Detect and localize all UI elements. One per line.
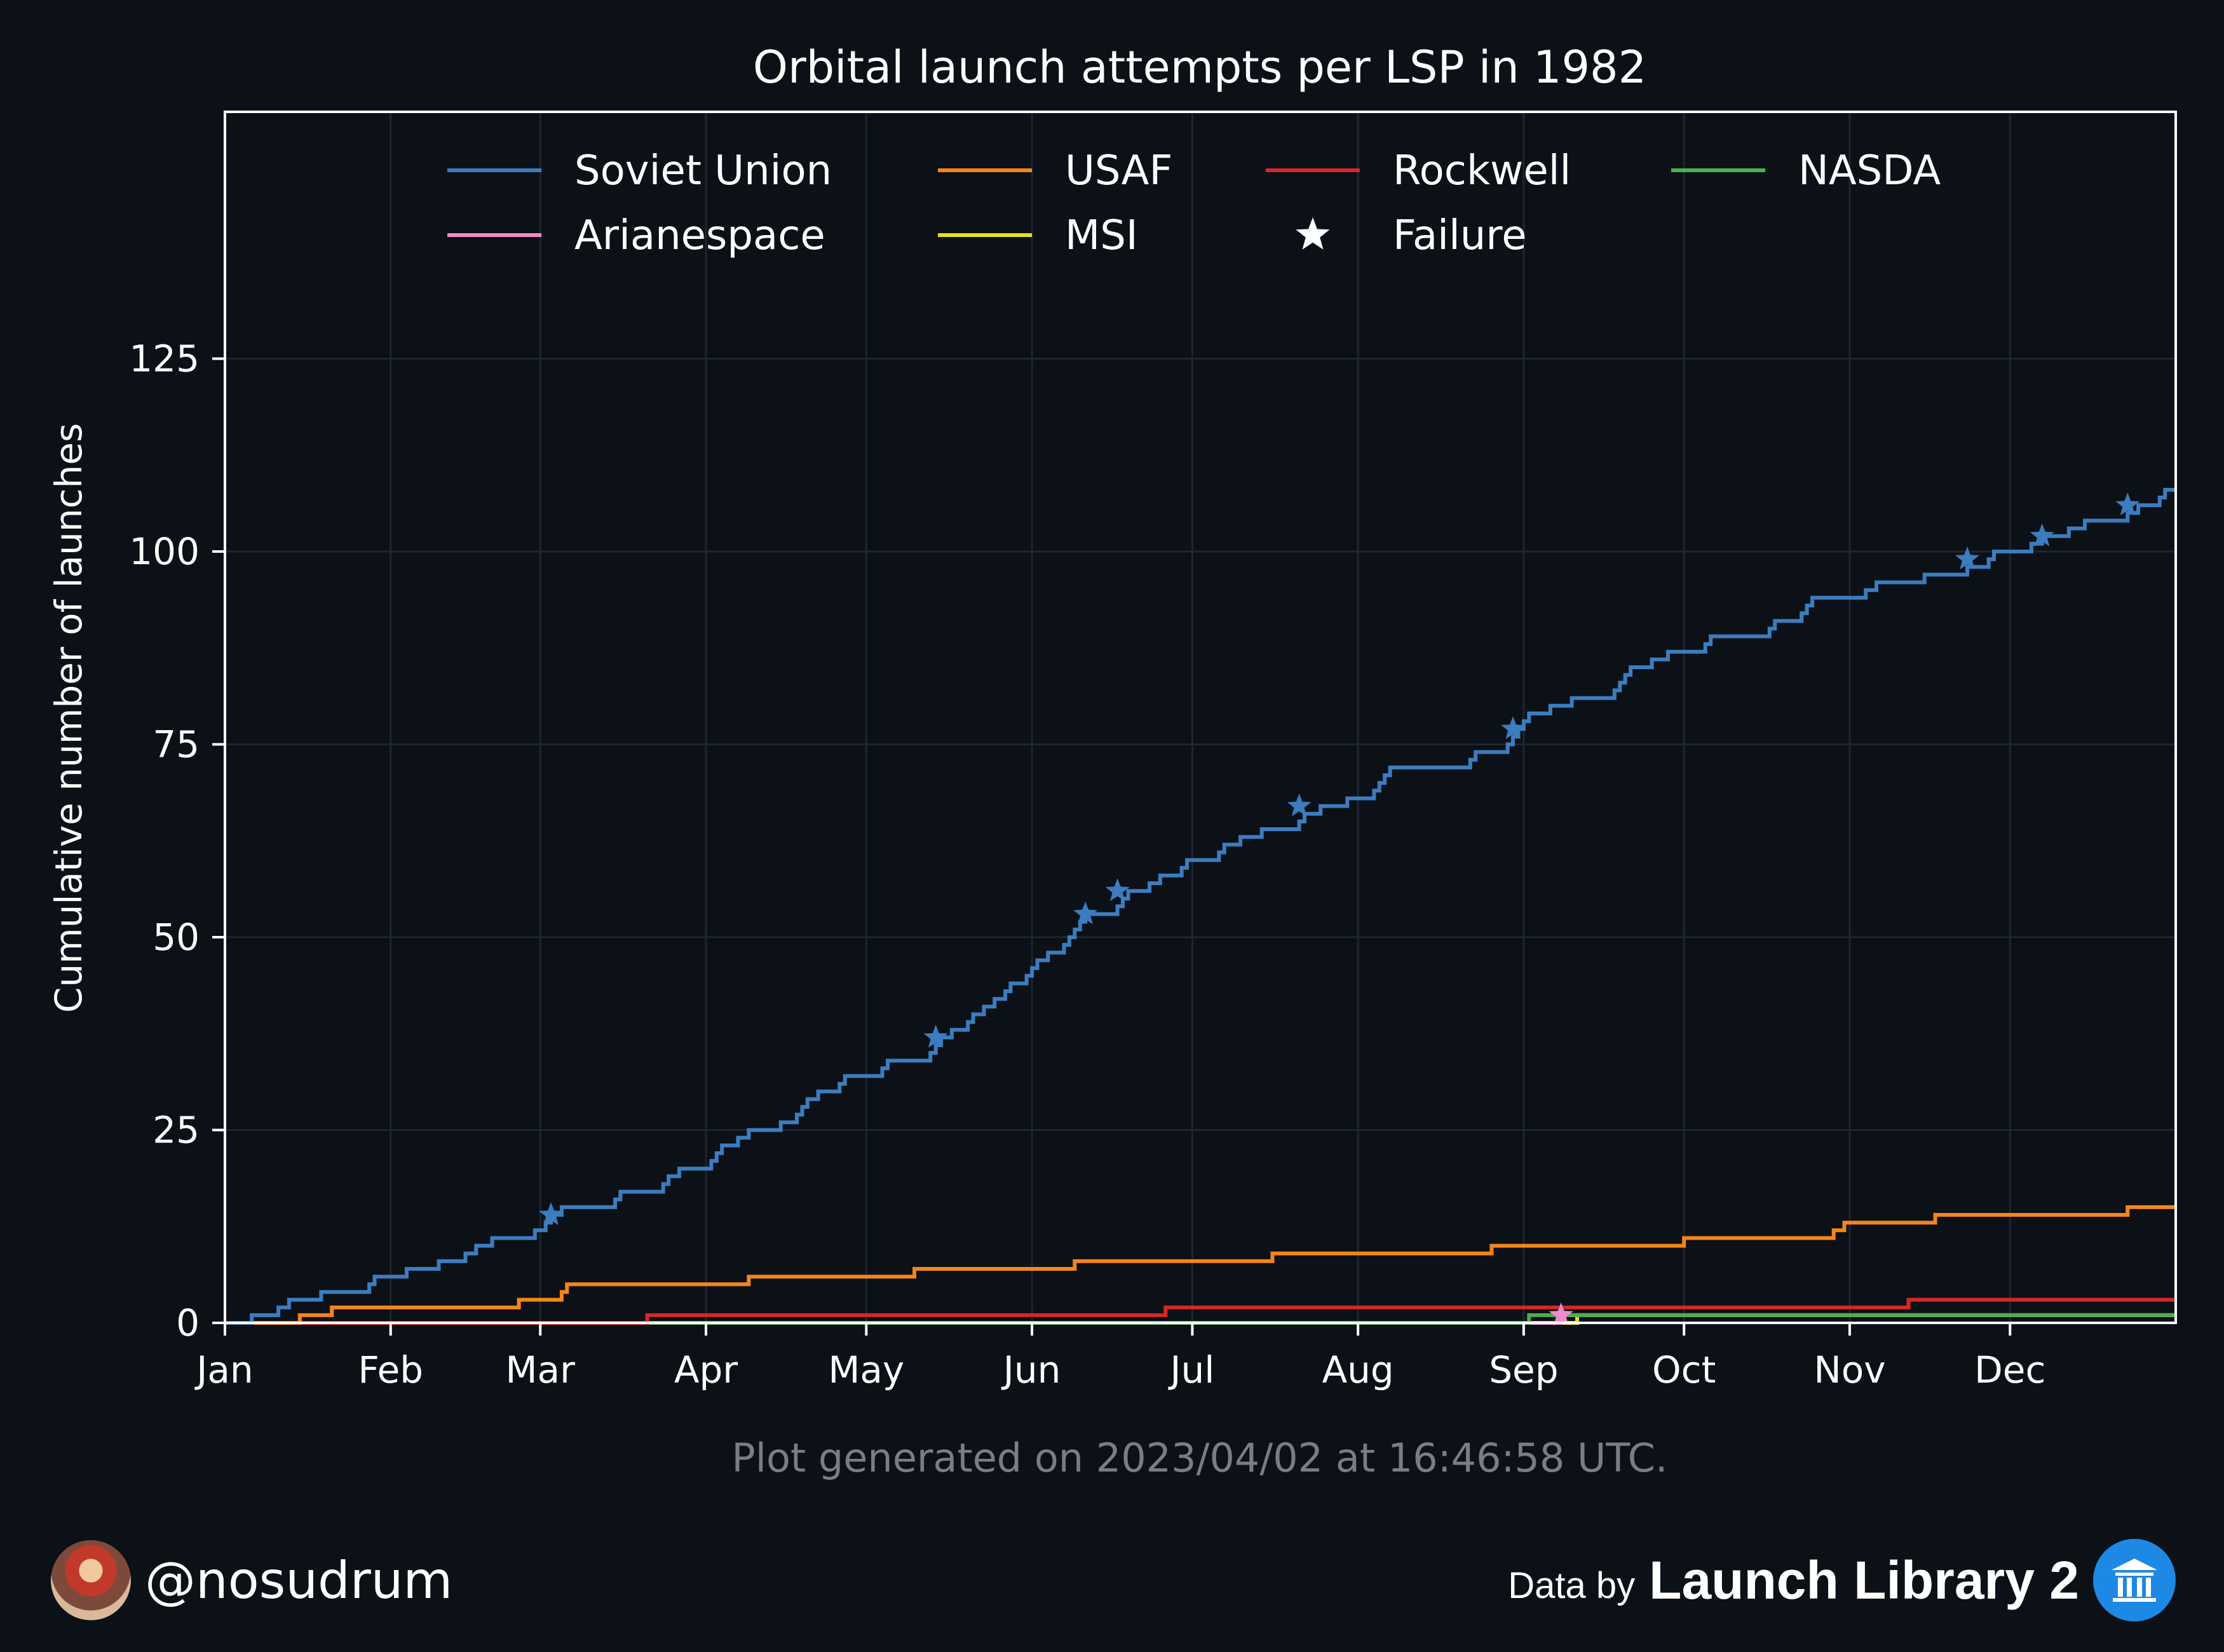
failure-star (539, 1202, 564, 1226)
plot-frame (224, 111, 2177, 1324)
series-line-soviet-union (225, 487, 2176, 1325)
y-tick-label: 100 (129, 530, 200, 573)
series-lines (225, 487, 2176, 1325)
x-tick-label: Mar (506, 1348, 576, 1391)
failure-star (2115, 492, 2140, 516)
failure-star (1501, 716, 1526, 740)
failure-star (1105, 878, 1130, 902)
failure-star (1287, 793, 1312, 816)
chart-title: Orbital launch attempts per LSP in 1982 (753, 41, 1646, 93)
y-axis-label: Cumulative number of launches (47, 423, 90, 1013)
x-tick-label: Aug (1322, 1348, 1393, 1391)
x-tick-label: Sep (1489, 1348, 1558, 1391)
legend-label: NASDA (1798, 147, 1941, 194)
grid-lines (224, 112, 2176, 1324)
generated-note: Plot generated on 2023/04/02 at 16:46:58… (731, 1435, 1667, 1481)
legend-label: MSI (1065, 212, 1138, 259)
x-tick-label: May (828, 1348, 904, 1391)
failure-star (1955, 546, 1979, 570)
author-credit: @nosudrum (51, 1533, 452, 1628)
failure-star (1073, 901, 1098, 924)
series-line-rockwell (225, 1297, 2176, 1325)
y-tick-label: 25 (153, 1108, 200, 1151)
x-axis: Jan Feb Mar Apr May Jun Jul Aug Sep Oct Nov Dec (194, 1323, 2045, 1391)
data-source-credit: Data by Launch Library 2 (1508, 1533, 2176, 1628)
x-tick-label: Apr (674, 1348, 738, 1391)
legend-label: Rockwell (1393, 147, 1571, 194)
author-handle: @nosudrum (145, 1550, 453, 1610)
y-tick-label: 125 (129, 337, 200, 380)
y-tick-label: 0 (176, 1301, 200, 1344)
x-tick-label: Nov (1814, 1348, 1885, 1391)
legend-label: Soviet Union (574, 147, 832, 194)
launch-library-logo-icon (2093, 1539, 2176, 1622)
x-tick-label: Jul (1168, 1348, 1214, 1391)
failure-star (2030, 523, 2054, 546)
legend-label: Arianespace (574, 212, 825, 259)
legend-label: Failure (1393, 212, 1527, 259)
y-tick-label: 75 (153, 722, 200, 766)
legend-failure-star (1296, 217, 1330, 250)
y-axis: 0 25 50 75 100 125 (129, 337, 225, 1344)
failure-markers (539, 492, 2140, 1325)
x-tick-label: Oct (1652, 1348, 1716, 1391)
avatar-icon (51, 1540, 131, 1620)
data-by-prefix: Data by (1508, 1564, 1636, 1606)
failure-star (1549, 1302, 1573, 1325)
y-tick-label: 50 (153, 916, 200, 959)
x-tick-label: Feb (358, 1348, 423, 1391)
x-tick-label: Jan (194, 1348, 253, 1391)
x-tick-label: Dec (1974, 1348, 2045, 1391)
failure-star (923, 1024, 948, 1048)
legend-label: USAF (1065, 147, 1172, 194)
series-line-usaf (225, 1205, 2176, 1325)
legend: Soviet Union USAF Rockwell NASDA Arianespace… (447, 147, 1941, 259)
data-source-name: Launch Library 2 (1649, 1550, 2079, 1610)
x-tick-label: Jun (1001, 1348, 1061, 1391)
